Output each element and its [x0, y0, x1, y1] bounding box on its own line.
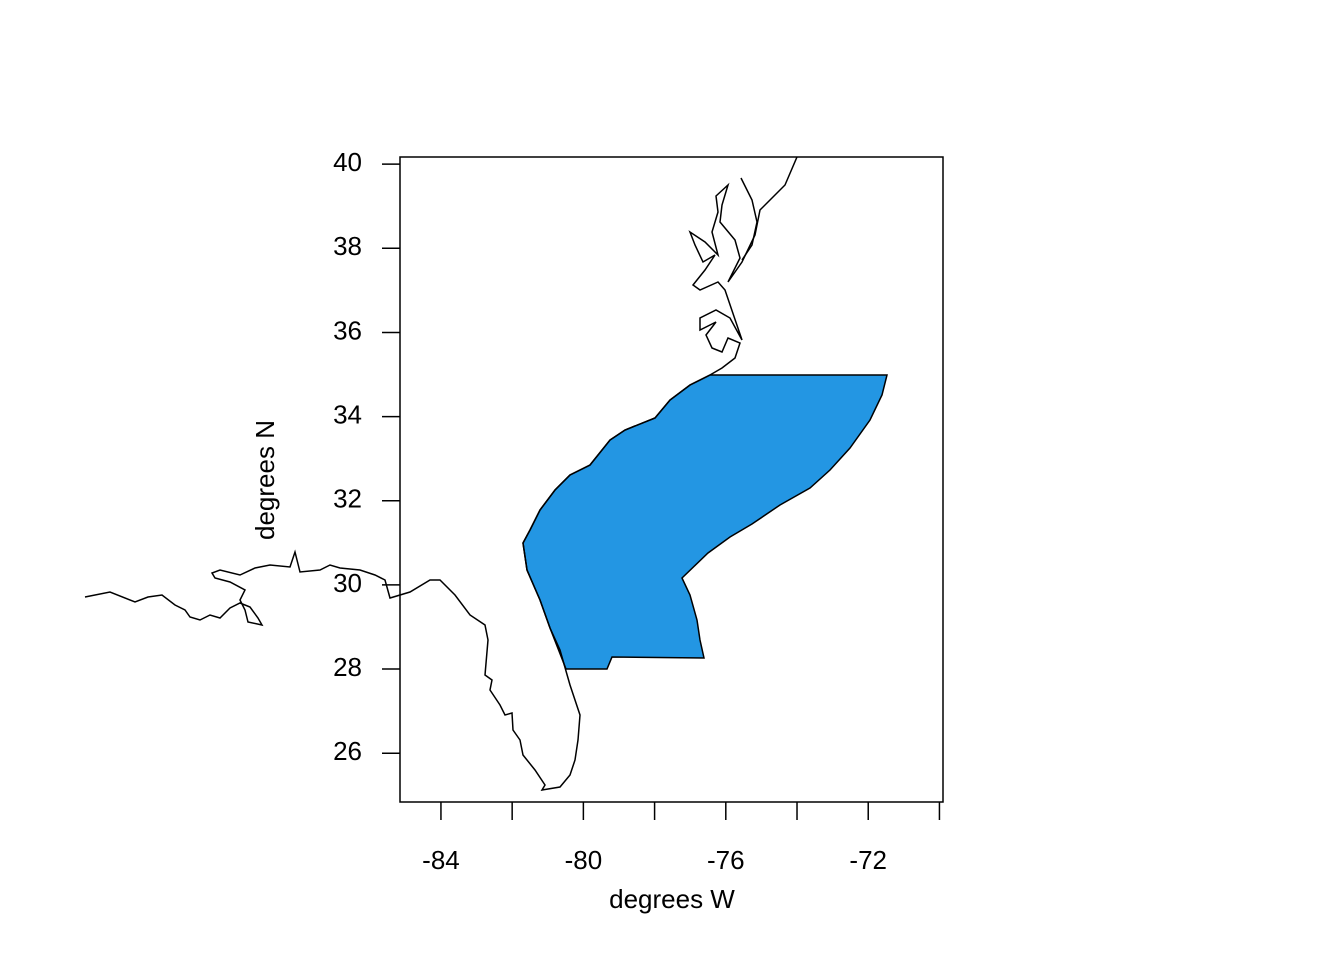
bay-shore — [740, 177, 758, 261]
x-tick-label: -72 — [849, 845, 887, 875]
y-tick-label: 32 — [333, 484, 362, 514]
x-tick-label: -80 — [565, 845, 603, 875]
y-tick-label: 26 — [333, 736, 362, 766]
y-tick-label: 28 — [333, 652, 362, 682]
management-region — [522, 374, 888, 670]
y-tick-label: 40 — [333, 147, 362, 177]
y-tick-label: 38 — [333, 231, 362, 261]
y-tick-label: 34 — [333, 399, 362, 429]
coastline — [84, 157, 798, 792]
y-tick-label: 30 — [333, 568, 362, 598]
coastline-group — [84, 157, 888, 792]
plot-frame — [399, 156, 944, 803]
x-tick-label: -76 — [707, 845, 745, 875]
x-tick-label: -84 — [422, 845, 460, 875]
y-tick-label: 36 — [333, 315, 362, 345]
y-axis-title: degrees N — [250, 420, 280, 540]
x-axis-title: degrees W — [609, 884, 735, 914]
